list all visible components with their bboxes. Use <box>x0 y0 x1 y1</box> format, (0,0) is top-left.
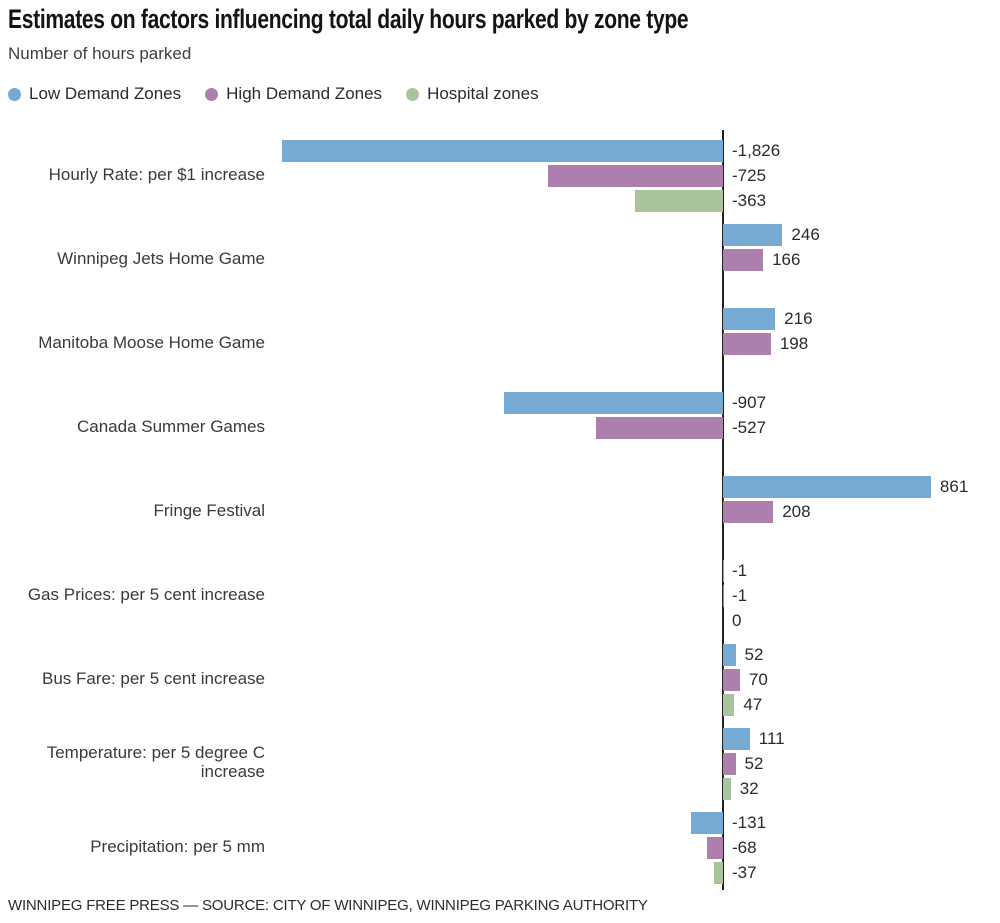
value-label: 216 <box>784 309 813 328</box>
bar-high-demand-zones <box>723 753 736 775</box>
category-row-winnipeg-jets-home-game: Winnipeg Jets Home Game 246 166 <box>0 216 1000 300</box>
category-label: Hourly Rate: per $1 increase <box>0 132 265 216</box>
value-label: -131 <box>732 813 767 832</box>
source-attribution: WINNIPEG FREE PRESS — SOURCE: CITY OF WI… <box>8 897 648 914</box>
value-label: 47 <box>743 695 763 714</box>
legend-dot-icon <box>205 87 219 101</box>
legend-item-low-demand-zones: Low Demand Zones <box>8 84 181 104</box>
category-row-gas-prices-per-5-cent-increase: Gas Prices: per 5 cent increase -1 -1 0 <box>0 552 1000 636</box>
legend-dot-icon <box>406 87 420 101</box>
legend-label: Low Demand Zones <box>29 84 182 103</box>
value-label: 0 <box>732 611 742 630</box>
category-label-line: Precipitation: per 5 mm <box>90 836 265 856</box>
bar-high-demand-zones <box>723 669 740 691</box>
legend-item-hospital-zones: Hospital zones <box>406 84 539 104</box>
legend: Low Demand Zones High Demand Zones Hospita… <box>8 84 539 104</box>
value-label: 208 <box>782 502 811 521</box>
category-row-precipitation-per-5-mm: Precipitation: per 5 mm -131 -68 -37 <box>0 804 1000 888</box>
bar-low-demand-zones <box>723 308 776 330</box>
value-label: -363 <box>732 191 767 210</box>
value-label: -1 <box>732 561 748 580</box>
bar-high-demand-zones <box>595 417 723 439</box>
category-label-line: Manitoba Moose Home Game <box>38 332 265 352</box>
value-label: 52 <box>744 754 764 773</box>
category-row-fringe-festival: Fringe Festival 861 208 <box>0 468 1000 552</box>
value-label: 246 <box>791 225 820 244</box>
bar-high-demand-zones <box>723 333 771 355</box>
category-label-line: increase <box>200 762 265 781</box>
bar-low-demand-zones <box>723 224 783 246</box>
value-label: -1 <box>732 586 748 605</box>
bar-hospital-zones <box>723 694 735 716</box>
category-label: Canada Summer Games <box>0 384 265 468</box>
value-label: 70 <box>748 670 768 689</box>
chart-subtitle: Number of hours parked <box>8 44 192 63</box>
value-label: -527 <box>732 418 767 437</box>
value-label: -37 <box>732 863 757 882</box>
bar-low-demand-zones <box>503 392 723 414</box>
bar-hospital-zones <box>714 862 723 884</box>
value-label: -68 <box>732 838 757 857</box>
category-row-canada-summer-games: Canada Summer Games -907 -527 <box>0 384 1000 468</box>
category-label: Manitoba Moose Home Game <box>0 300 265 384</box>
value-label: 861 <box>939 477 969 496</box>
category-label-line: Gas Prices: per 5 cent increase <box>27 584 265 604</box>
page-title: Estimates on factors influencing total d… <box>8 4 689 34</box>
chart-area: Hourly Rate: per $1 increase -1,826 -725 -3… <box>0 130 1000 894</box>
bar-high-demand-zones <box>723 501 774 523</box>
value-label: 32 <box>739 779 759 798</box>
category-label: Fringe Festival <box>0 468 265 552</box>
category-row-hourly-rate-per-1-increase: Hourly Rate: per $1 increase -1,826 -725 -3… <box>0 132 1000 216</box>
value-label: 166 <box>772 250 801 269</box>
value-label: -725 <box>732 166 767 185</box>
category-label-line: Temperature: per 5 degree C <box>46 743 265 762</box>
legend-item-high-demand-zones: High Demand Zones <box>205 84 382 104</box>
legend-label: Hospital zones <box>427 84 539 103</box>
category-label-line: Bus Fare: per 5 cent increase <box>41 668 265 688</box>
bar-high-demand-zones <box>547 165 723 187</box>
value-label: -1,826 <box>732 141 781 160</box>
bar-high-demand-zones <box>706 837 723 859</box>
bar-low-demand-zones <box>723 728 750 750</box>
legend-label: High Demand Zones <box>226 84 383 103</box>
bar-low-demand-zones <box>282 140 723 162</box>
category-label-line: Hourly Rate: per $1 increase <box>48 164 265 184</box>
value-label: 198 <box>779 334 809 353</box>
category-row-manitoba-moose-home-game: Manitoba Moose Home Game 216 198 <box>0 300 1000 384</box>
bar-low-demand-zones <box>723 644 736 666</box>
value-label: 52 <box>744 645 764 664</box>
bar-hospital-zones <box>723 778 731 800</box>
bar-hospital-zones <box>635 190 723 212</box>
bar-high-demand-zones <box>723 249 764 271</box>
value-label: 111 <box>758 729 785 748</box>
value-label: -907 <box>732 393 767 412</box>
bar-low-demand-zones <box>691 812 723 834</box>
category-label: Gas Prices: per 5 cent increase <box>0 552 265 636</box>
legend-dot-icon <box>8 87 21 101</box>
bar-low-demand-zones <box>723 476 931 498</box>
category-row-bus-fare-per-5-cent-increase: Bus Fare: per 5 cent increase 52 70 47 <box>0 636 1000 720</box>
category-label-line: Fringe Festival <box>153 500 265 520</box>
category-label: Winnipeg Jets Home Game <box>0 216 265 300</box>
category-label: Precipitation: per 5 mm <box>0 804 265 888</box>
category-label: Bus Fare: per 5 cent increase <box>0 636 265 720</box>
category-label-line: Canada Summer Games <box>76 416 265 436</box>
category-label-line: Winnipeg Jets Home Game <box>57 248 265 268</box>
